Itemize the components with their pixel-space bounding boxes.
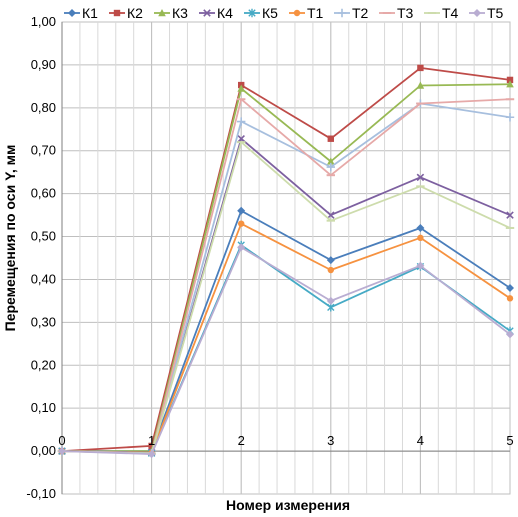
y-tick-label: 0,30 bbox=[31, 314, 56, 329]
data-point bbox=[416, 173, 425, 182]
series-line bbox=[61, 67, 511, 452]
x-tick-label: 4 bbox=[417, 433, 424, 448]
data-point bbox=[326, 162, 335, 172]
legend-label: К3 bbox=[172, 5, 188, 21]
y-tick-label: 0,00 bbox=[31, 443, 56, 458]
data-point bbox=[416, 261, 425, 270]
data-point bbox=[238, 220, 245, 227]
legend-label: Т1 bbox=[307, 5, 324, 21]
legend-entry: К1 bbox=[64, 5, 98, 21]
data-point bbox=[203, 9, 211, 17]
data-point bbox=[506, 295, 514, 302]
data-point bbox=[506, 211, 514, 219]
legend-label: Т2 bbox=[352, 5, 369, 21]
x-axis-title: Номер измерения bbox=[226, 497, 350, 513]
data-point bbox=[417, 64, 424, 72]
y-tick-label: 0,40 bbox=[31, 271, 56, 286]
x-tick-label: 0 bbox=[58, 433, 65, 448]
data-point bbox=[237, 206, 246, 215]
legend-entry: Т5 bbox=[469, 5, 504, 21]
legend-entry: Т1 bbox=[289, 5, 324, 21]
series-group bbox=[57, 64, 515, 459]
legend-label: Т3 bbox=[397, 5, 414, 21]
data-point bbox=[417, 234, 424, 242]
y-tick-label: -0,10 bbox=[26, 486, 56, 501]
data-point bbox=[505, 113, 515, 122]
data-point bbox=[113, 9, 121, 17]
data-point bbox=[506, 76, 514, 84]
data-point bbox=[326, 256, 335, 265]
data-point bbox=[248, 8, 256, 18]
x-tick-label: 2 bbox=[238, 433, 245, 448]
y-tick-label: 0,90 bbox=[31, 57, 56, 72]
legend: К1 К2 К3 К4 К5 Т1 Т2 Т3 Т4 Т5 bbox=[64, 5, 504, 21]
data-point bbox=[147, 450, 156, 459]
legend-entry: К3 bbox=[154, 5, 188, 21]
x-tick-label: 1 bbox=[148, 433, 155, 448]
data-point bbox=[148, 442, 155, 450]
legend-label: К4 bbox=[217, 5, 233, 21]
legend-label: Т5 bbox=[487, 5, 504, 21]
series-10 bbox=[58, 243, 514, 459]
x-tick-label: 3 bbox=[327, 433, 334, 448]
data-point bbox=[327, 266, 334, 274]
data-point bbox=[416, 81, 425, 89]
data-point bbox=[327, 135, 334, 142]
data-point bbox=[473, 9, 481, 17]
data-point bbox=[327, 211, 335, 219]
series-line bbox=[61, 246, 511, 455]
data-point bbox=[337, 8, 347, 18]
legend-entry: К4 bbox=[199, 5, 233, 21]
data-point bbox=[506, 284, 514, 293]
data-point bbox=[237, 84, 245, 92]
data-point bbox=[506, 80, 514, 88]
y-tick-label: 0,50 bbox=[31, 229, 56, 244]
legend-entry: К2 bbox=[109, 5, 143, 21]
x-tick-label: 5 bbox=[506, 433, 513, 448]
plot-area bbox=[61, 21, 511, 495]
legend-label: К5 bbox=[262, 5, 278, 21]
series-line bbox=[62, 83, 511, 452]
data-point bbox=[416, 223, 425, 232]
y-tick-label: 0,10 bbox=[31, 400, 56, 415]
data-point bbox=[237, 243, 246, 252]
y-tick-label: 0,60 bbox=[31, 186, 56, 201]
y-tick-label: 1,00 bbox=[31, 14, 56, 29]
y-tick-label: 0,80 bbox=[31, 100, 56, 115]
y-tick-label: 0,70 bbox=[31, 143, 56, 158]
data-point bbox=[293, 9, 301, 17]
data-point bbox=[237, 117, 246, 126]
data-point bbox=[58, 447, 66, 456]
data-point bbox=[237, 134, 245, 143]
tick-labels: -0,10 0,00 0,10 0,20 0,30 0,40 0,50 0,60 0,70 0,8… bbox=[26, 14, 513, 501]
data-point bbox=[158, 9, 166, 17]
legend-label: К1 bbox=[82, 5, 98, 21]
legend-entry: К5 bbox=[244, 5, 278, 21]
legend-label: Т4 bbox=[442, 5, 459, 21]
legend-label: К2 bbox=[127, 5, 143, 21]
grid bbox=[61, 21, 511, 495]
data-point bbox=[327, 157, 335, 165]
legend-entry: Т4 bbox=[424, 5, 459, 21]
y-axis-title: Перемещения по оси Y, мм bbox=[2, 145, 18, 332]
legend-entry: Т2 bbox=[334, 5, 369, 21]
data-point bbox=[68, 9, 76, 17]
data-point bbox=[506, 330, 514, 339]
legend-entry: Т3 bbox=[379, 5, 414, 21]
y-tick-label: 0,20 bbox=[31, 357, 56, 372]
data-point bbox=[326, 296, 335, 305]
